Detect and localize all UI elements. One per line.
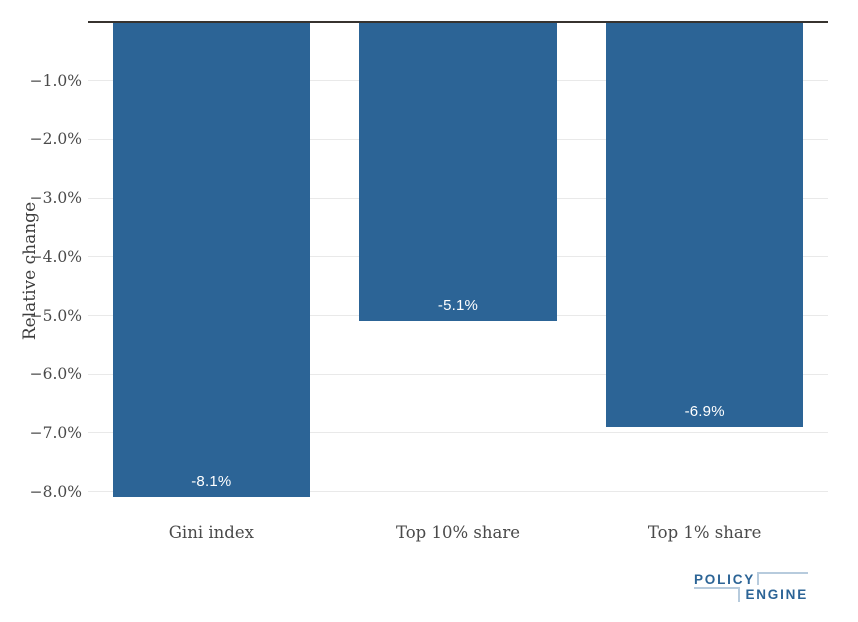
y-tick-label: −8.0%: [29, 482, 82, 501]
logo-bracket-bottom: [694, 587, 739, 591]
logo-row-top: POLICY: [694, 572, 808, 587]
bar-top-10-share[interactable]: -5.1%: [359, 22, 557, 322]
policyengine-logo: POLICY ENGINE: [694, 572, 808, 602]
y-tick-label: −5.0%: [29, 306, 82, 325]
y-tick-label: −7.0%: [29, 423, 82, 442]
x-tick-label: Top 1% share: [647, 523, 762, 542]
gridline: [88, 491, 828, 493]
gridline: [88, 373, 828, 375]
logo-row-bottom: ENGINE: [694, 587, 808, 602]
logo-bracket-top: [757, 572, 808, 585]
x-tick-label: Top 10% share: [396, 523, 520, 542]
y-tick-label: −6.0%: [29, 365, 82, 384]
zero-axis-line: [88, 20, 828, 23]
plot-area: -8.1% -5.1% -6.9%: [88, 0, 828, 556]
y-tick-label: −4.0%: [29, 247, 82, 266]
y-tick-label: −2.0%: [29, 130, 82, 149]
logo-text-policy: POLICY: [694, 572, 756, 587]
logo-text-engine: ENGINE: [738, 587, 808, 602]
bar-value-label: -6.9%: [684, 403, 725, 421]
bar-value-label: -5.1%: [437, 297, 479, 315]
x-tick-label: Gini index: [168, 523, 254, 542]
bar-top-1-share[interactable]: -6.9%: [606, 22, 804, 428]
bar-value-label: -8.1%: [191, 473, 232, 491]
bar-gini-index[interactable]: -8.1%: [112, 22, 310, 498]
y-tick-label: −3.0%: [29, 189, 82, 208]
y-tick-label: −1.0%: [29, 71, 82, 90]
gridline: [88, 432, 828, 434]
